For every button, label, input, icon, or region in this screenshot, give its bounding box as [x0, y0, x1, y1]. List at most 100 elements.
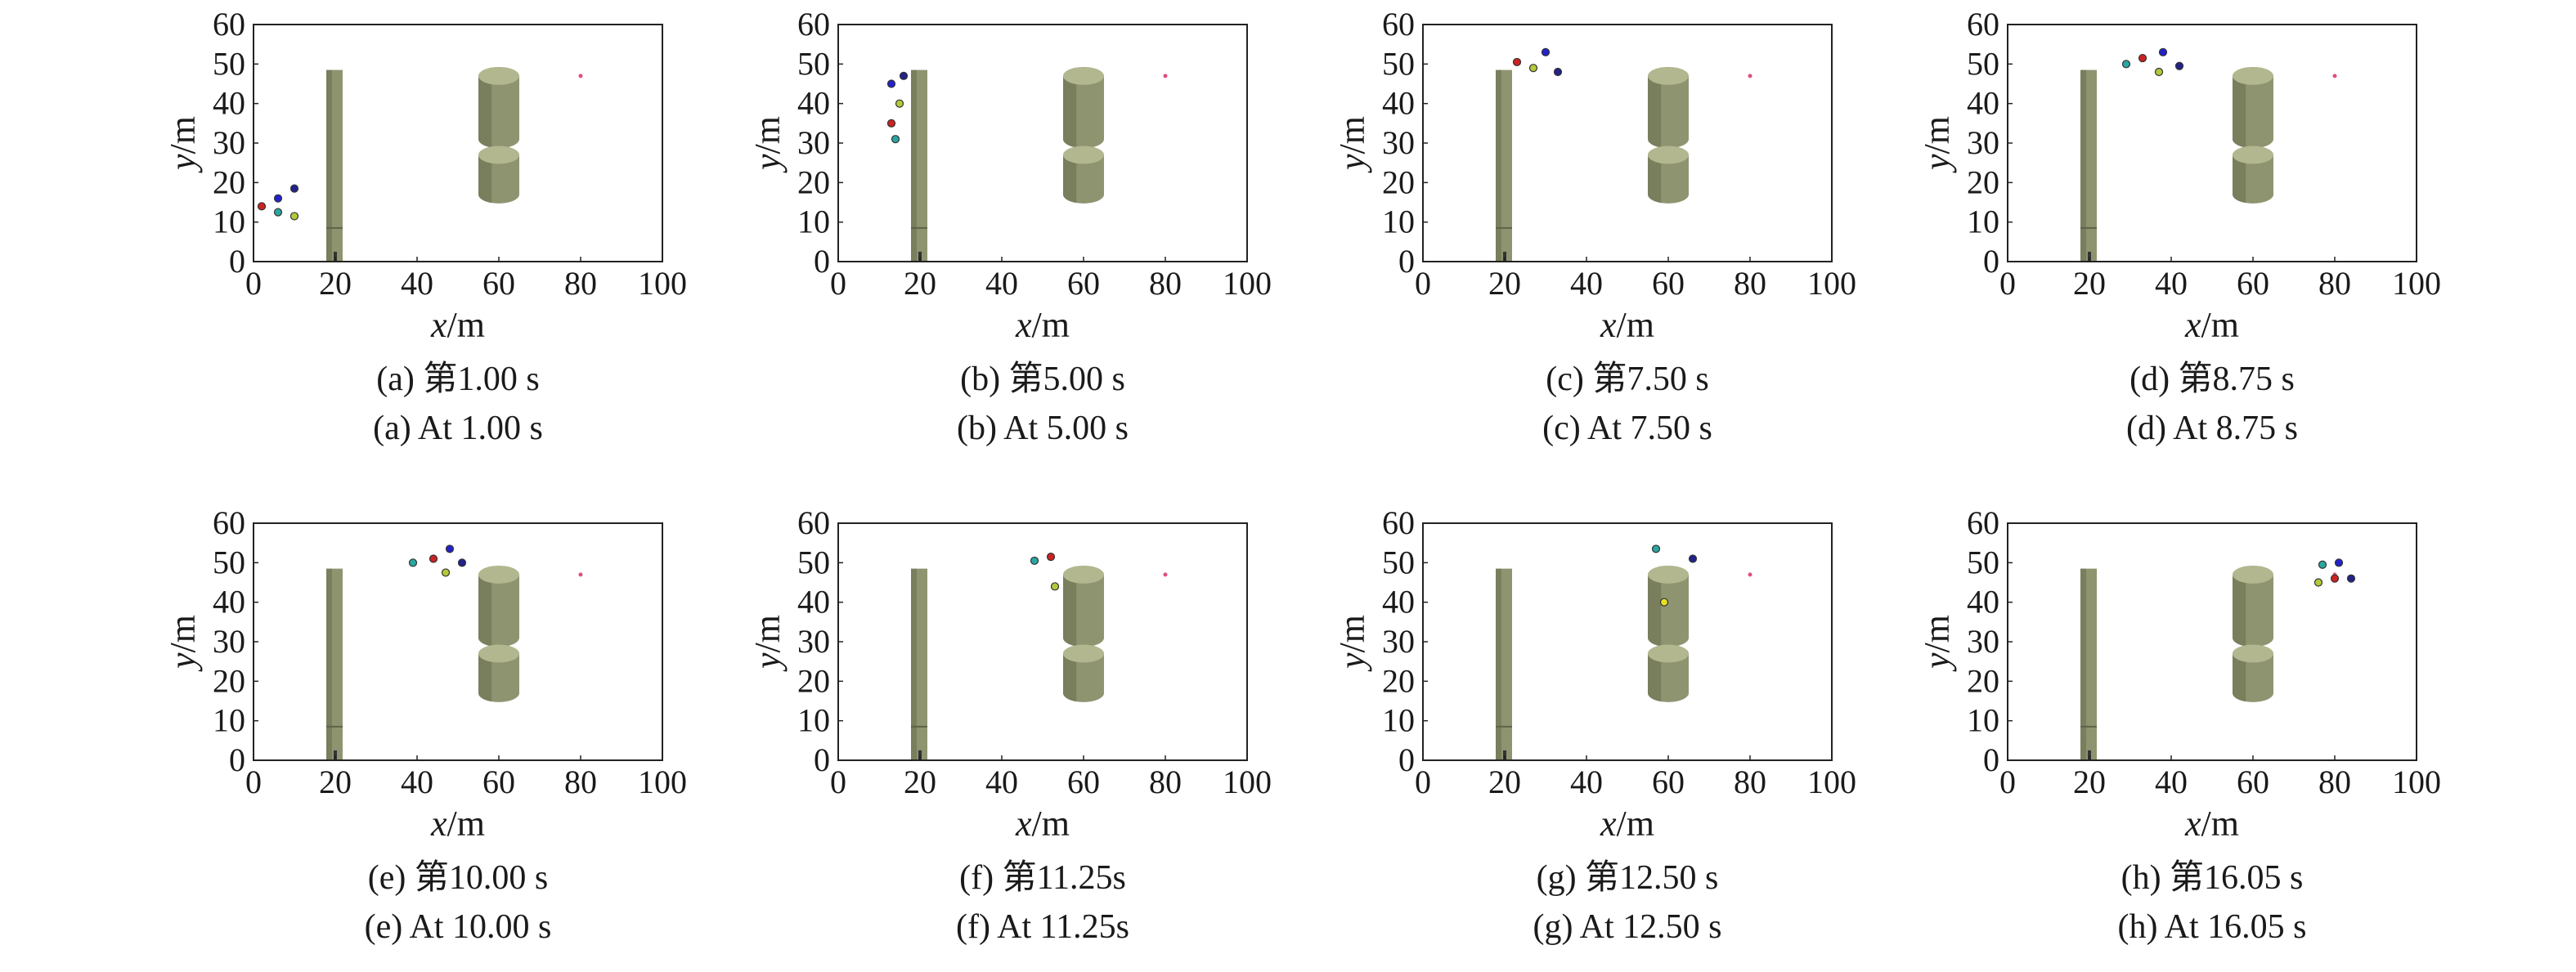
x-tick-label: 40 — [1570, 764, 1603, 800]
y-axis-label: y/m — [1332, 615, 1372, 672]
caption-chinese: (d) 第8.75 s — [2129, 361, 2295, 398]
wall-obstacle — [911, 69, 927, 262]
panel-caption: (b) 第5.00 s (b) At 5.00 s — [797, 355, 1288, 453]
caption-english: (e) At 10.00 s — [364, 908, 552, 946]
agent-point-1 — [408, 558, 418, 567]
x-tick-label: 0 — [1415, 265, 1431, 302]
agent-point-3 — [2158, 47, 2168, 56]
cylinder-obstacle-1 — [2232, 565, 2273, 647]
agent-point-2 — [899, 71, 909, 80]
y-tick-label: 30 — [1967, 623, 1999, 660]
caption-chinese: (b) 第5.00 s — [960, 361, 1125, 398]
y-tick-label: 30 — [213, 124, 245, 161]
y-tick-label: 0 — [1983, 741, 1999, 778]
plot-frame — [2007, 24, 2417, 262]
y-tick-label: 60 — [1382, 6, 1415, 43]
target-point — [1163, 74, 1168, 78]
agent-point-3 — [1528, 64, 1538, 73]
y-tick-label: 50 — [213, 544, 245, 580]
y-tick-label: 40 — [213, 584, 245, 620]
y-tick-label: 40 — [1967, 584, 1999, 620]
target-point — [578, 572, 583, 577]
y-tick-label: 40 — [797, 85, 830, 122]
cylinder-obstacle-1 — [1062, 565, 1104, 647]
y-tick-label: 0 — [229, 243, 245, 280]
agent-point-5 — [891, 135, 900, 144]
wall-obstacle — [1496, 69, 1512, 262]
agent-point-4 — [2154, 67, 2164, 77]
agent-point-3 — [289, 184, 299, 193]
x-tick-label: 20 — [1488, 764, 1521, 800]
target-point — [578, 74, 583, 78]
x-tick-label: 40 — [985, 764, 1018, 800]
x-tick-label: 0 — [245, 764, 262, 800]
y-tick-label: 60 — [213, 6, 245, 43]
cylinder-obstacle-2 — [2232, 644, 2273, 702]
x-tick-label: 40 — [985, 265, 1018, 302]
cylinder-obstacle-1 — [1647, 66, 1689, 149]
agent-point-4 — [441, 568, 451, 577]
x-tick-label: 0 — [245, 265, 262, 302]
plot-frame — [253, 24, 663, 262]
y-tick-label: 50 — [1382, 45, 1415, 82]
y-tick-label: 30 — [797, 623, 830, 660]
y-tick-label: 0 — [1398, 243, 1415, 280]
x-tick-label: 40 — [2155, 764, 2188, 800]
x-tick-label: 100 — [1807, 764, 1856, 800]
agent-point-3 — [2313, 578, 2323, 587]
caption-chinese: (g) 第12.50 s — [1536, 859, 1719, 897]
agent-point-3 — [445, 544, 455, 553]
y-tick-label: 10 — [797, 204, 830, 240]
agent-point-2 — [429, 554, 438, 563]
caption-chinese: (a) 第1.00 s — [376, 361, 540, 398]
x-axis-label: x/m — [2184, 305, 2239, 345]
y-axis-label: y/m — [747, 116, 788, 173]
x-tick-label: 80 — [1149, 764, 1182, 800]
target-point — [1748, 74, 1752, 78]
agent-point-2 — [1046, 552, 1056, 562]
y-tick-label: 60 — [797, 6, 830, 43]
cylinder-obstacle-1 — [2232, 66, 2273, 149]
agent-point-1 — [886, 79, 896, 88]
y-tick-label: 10 — [1382, 702, 1415, 739]
x-axis-label: x/m — [2184, 804, 2239, 844]
y-tick-label: 20 — [1382, 662, 1415, 699]
x-axis-label: x/m — [1015, 305, 1070, 345]
y-axis-label: y/m — [1917, 116, 1957, 173]
panel-caption: (c) 第7.50 s (c) At 7.50 s — [1382, 355, 1873, 453]
caption-chinese: (f) 第11.25s — [959, 859, 1126, 897]
x-tick-label: 60 — [1067, 265, 1100, 302]
y-tick-label: 60 — [1382, 504, 1415, 541]
y-tick-label: 0 — [814, 243, 830, 280]
y-tick-label: 50 — [797, 45, 830, 82]
caption-chinese: (c) 第7.50 s — [1546, 361, 1709, 398]
x-tick-label: 20 — [2073, 764, 2106, 800]
y-tick-label: 50 — [1967, 45, 1999, 82]
x-tick-label: 80 — [564, 764, 597, 800]
plot-frame — [1422, 522, 1833, 761]
y-tick-label: 60 — [1967, 6, 1999, 43]
x-tick-label: 100 — [1807, 265, 1856, 302]
plot-frame — [1422, 24, 1833, 262]
x-tick-label: 40 — [2155, 265, 2188, 302]
cylinder-obstacle-2 — [1062, 146, 1104, 204]
y-tick-label: 40 — [797, 584, 830, 620]
x-axis-label: x/m — [430, 305, 485, 345]
x-axis-label: x/m — [1600, 305, 1654, 345]
cylinder-obstacle-2 — [478, 146, 519, 204]
plot-frame — [253, 522, 663, 761]
y-tick-label: 50 — [1382, 544, 1415, 580]
x-tick-label: 80 — [564, 265, 597, 302]
y-tick-label: 40 — [1382, 85, 1415, 122]
x-tick-label: 100 — [638, 764, 687, 800]
panel-caption: (d) 第8.75 s (d) At 8.75 s — [1967, 355, 2457, 453]
y-axis-label: y/m — [163, 116, 203, 173]
wall-obstacle — [1496, 568, 1512, 760]
cylinder-obstacle-2 — [1647, 644, 1689, 702]
x-tick-label: 60 — [1652, 764, 1685, 800]
agent-point-4 — [2330, 574, 2340, 583]
y-tick-label: 30 — [1382, 124, 1415, 161]
